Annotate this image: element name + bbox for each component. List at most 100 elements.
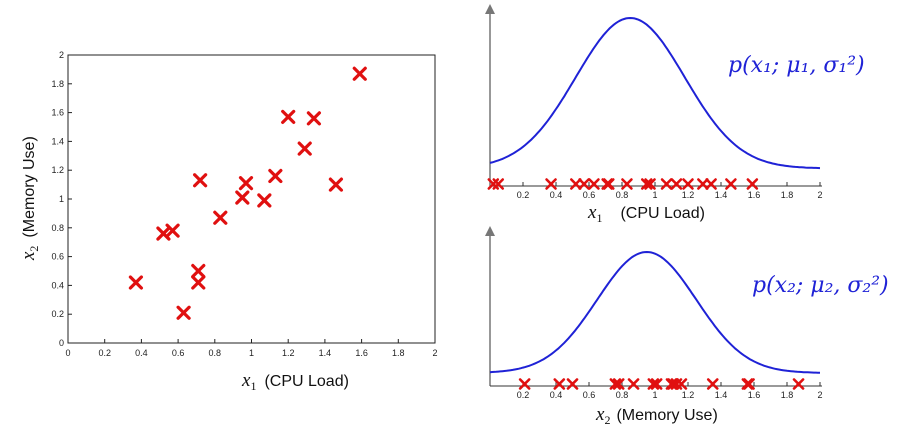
density1-marker [545, 178, 557, 190]
density1-marker [697, 178, 709, 190]
density1-x-tick-label: 1.4 [715, 190, 728, 200]
scatter-point [328, 177, 344, 192]
x-axis-text: (CPU Load) [264, 373, 348, 390]
scatter-x-tick-label: 1.4 [319, 348, 332, 358]
scatter-x-axis-label: x1 (CPU Load) [241, 370, 349, 393]
density2-marker [667, 378, 679, 390]
scatter-y-tick-label: 0 [59, 338, 64, 348]
density2-marker [647, 378, 660, 390]
density1-x-tick-label: 0.8 [616, 190, 629, 200]
density-plot-x2: 0.2 0.4 0.6 0.8 1 1.2 1.4 1.6 1.8 2 x2 (Memory Use… [485, 226, 889, 427]
density1-x-tick-label: 0.6 [583, 190, 596, 200]
density1-marker [670, 178, 683, 190]
density-plot-x1: 0.2 0.4 0.6 0.8 1 1.2 1.4 1.6 1.8 2 x1 (CPU Load) … [485, 4, 865, 225]
scatter-x-tick-label: 0.2 [98, 348, 111, 358]
density2-x-text: (Memory Use) [616, 407, 717, 424]
density2-marker [675, 378, 688, 390]
density1-x-symbol: x [587, 202, 597, 223]
density2-marker [706, 378, 719, 390]
density1-marker [588, 178, 600, 190]
scatter-point [191, 275, 206, 290]
scatter-point [191, 263, 206, 279]
density1-marker [660, 178, 673, 190]
x-axis-subscript: 1 [250, 379, 256, 393]
scatter-y-tick-label: 2 [59, 50, 64, 60]
density1-marker [682, 178, 694, 190]
scatter-plot-frame [67, 54, 436, 344]
density1-x-tick-label: 2 [817, 190, 822, 200]
density2-marker [553, 378, 566, 390]
scatter-y-tick-label: 1.8 [51, 79, 64, 89]
scatter-y-tick-label: 0.8 [51, 223, 64, 233]
scatter-y-tick-label: 1 [59, 194, 64, 204]
density2-x-tick-label: 0.8 [616, 390, 629, 400]
density2-marker [650, 378, 663, 390]
density2-x-tick-label: 1.8 [781, 390, 794, 400]
density1-x-axis-label: x1 (CPU Load) [587, 202, 705, 225]
density2-x-tick-label: 0.2 [517, 390, 530, 400]
density2-marker [627, 378, 640, 390]
scatter-x-tick-label: 0.4 [135, 348, 148, 358]
density2-x-tick-label: 1 [652, 390, 657, 400]
scatter-y-tick-label: 0.4 [51, 280, 64, 290]
scatter-y-tick-label: 0.2 [51, 309, 64, 319]
scatter-point [281, 109, 296, 125]
scatter-point [306, 111, 321, 126]
density1-marker [644, 178, 656, 190]
density1-x-tick-label: 1.6 [748, 190, 761, 200]
scatter-point [238, 176, 254, 191]
density2-x-tick-label: 0.6 [583, 390, 596, 400]
density1-marker [640, 178, 653, 190]
density1-marker [602, 178, 615, 190]
density1-marker [578, 178, 590, 190]
density2-x-axis-label: x2 (Memory Use) [595, 404, 718, 427]
density1-x-tick-label: 1.8 [781, 190, 794, 200]
scatter-y-tick-label: 0.6 [51, 252, 64, 262]
density2-x-subscript: 2 [604, 413, 610, 427]
y-axis-symbol: x [18, 251, 39, 261]
scatter-x-tick-label: 0 [65, 348, 70, 358]
density2-x-tick-label: 0.4 [550, 390, 563, 400]
scatter-point [352, 66, 367, 81]
scatter-point [128, 275, 143, 290]
scatter-plot: 0 0.2 0.4 0.6 0.8 1 1.2 1.4 1.6 1.8 2 0 0.2 0.4 0.6 0.8… [18, 50, 438, 393]
density1-marker [569, 178, 582, 190]
scatter-y-tick-label: 1.4 [51, 136, 64, 146]
density2-curve [489, 250, 820, 374]
scatter-x-tick-label: 1 [249, 348, 254, 358]
density2-marker [792, 378, 805, 390]
scatter-x-tick-label: 1.2 [282, 348, 295, 358]
scatter-point [297, 141, 312, 156]
density1-x-text: (CPU Load) [620, 205, 704, 222]
scatter-x-tick-label: 1.6 [355, 348, 368, 358]
density2-x-tick-label: 1.2 [682, 390, 695, 400]
density2-x-symbol: x [595, 404, 605, 425]
density1-annotation: p(x₁; μ₁, σ₁²) [728, 53, 865, 78]
scatter-y-axis-label: x2 (Memory Use) [18, 136, 41, 261]
y-axis-subscript: 2 [27, 246, 41, 252]
density2-y-axis-arrow [485, 226, 495, 236]
density1-x-tick-label: 1.2 [682, 190, 695, 200]
density1-marker [705, 178, 717, 190]
density2-x-tick-label: 1.4 [715, 390, 728, 400]
density1-x-tick-label: 1 [652, 190, 657, 200]
density1-y-axis-arrow [485, 4, 495, 14]
density1-marker [492, 178, 505, 190]
scatter-x-tick-label: 1.8 [392, 348, 405, 358]
density2-marker [743, 378, 755, 390]
density2-marker [566, 378, 579, 390]
scatter-point [176, 305, 191, 320]
scatter-y-tick-label: 1.2 [51, 165, 64, 175]
scatter-point [268, 168, 283, 184]
density2-x-tick-label: 1.6 [748, 390, 761, 400]
density2-annotation: p(x₂; μ₂, σ₂²) [752, 273, 889, 298]
density1-x-tick-label: 0.2 [517, 190, 530, 200]
scatter-point [235, 190, 250, 205]
density2-marker [612, 378, 625, 390]
y-axis-text: (Memory Use) [21, 136, 38, 237]
scatter-x-tick-label: 0.6 [172, 348, 185, 358]
scatter-point [193, 173, 208, 188]
density1-marker [725, 178, 737, 190]
density1-marker [746, 178, 759, 190]
